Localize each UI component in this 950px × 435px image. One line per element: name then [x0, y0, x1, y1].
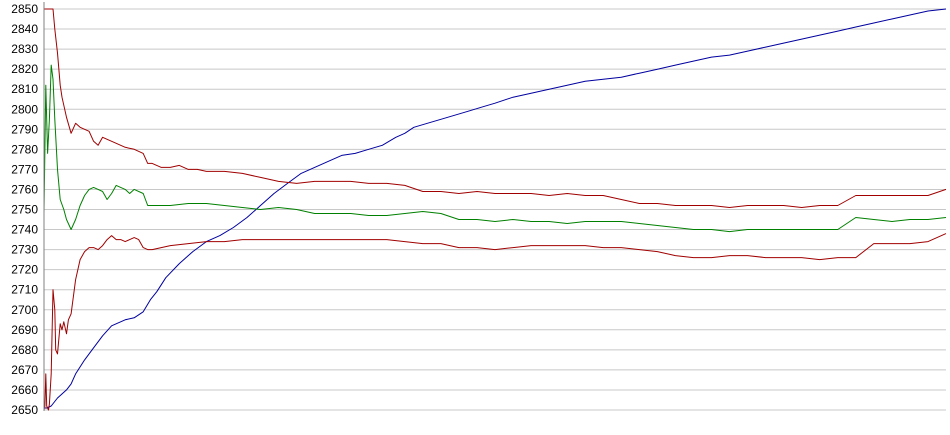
y-tick-label: 2760 — [11, 182, 38, 196]
y-tick-label: 2810 — [11, 82, 38, 96]
y-tick-label: 2800 — [11, 102, 38, 116]
y-tick-label: 2740 — [11, 223, 38, 237]
y-tick-label: 2700 — [11, 303, 38, 317]
y-tick-label: 2670 — [11, 363, 38, 377]
y-tick-labels: 2650 2660 2670 2680 2690 2700 2710 2720 2730 2740… — [11, 2, 38, 417]
series-line-1 — [44, 8, 947, 409]
y-tick-label: 2850 — [11, 2, 38, 16]
y-tick-label: 2690 — [11, 323, 38, 337]
y-tick-label: 2790 — [11, 122, 38, 136]
y-tick-label: 2680 — [11, 343, 38, 357]
y-tick-label: 2710 — [11, 283, 38, 297]
series-lines — [43, 8, 947, 411]
y-tick-label: 2650 — [11, 403, 38, 417]
y-tick-label: 2730 — [11, 243, 38, 257]
gridlines — [44, 8, 946, 411]
series-line-3 — [43, 64, 947, 233]
y-tick-label: 2750 — [11, 203, 38, 217]
series-line-4 — [43, 233, 947, 411]
y-tick-label: 2660 — [11, 383, 38, 397]
y-tick-label: 2820 — [11, 62, 38, 76]
series-line-2 — [44, 8, 947, 208]
y-tick-label: 2780 — [11, 142, 38, 156]
y-tick-label: 2770 — [11, 162, 38, 176]
y-tick-label: 2840 — [11, 22, 38, 36]
y-tick-label: 2720 — [11, 263, 38, 277]
y-tick-label: 2830 — [11, 42, 38, 56]
